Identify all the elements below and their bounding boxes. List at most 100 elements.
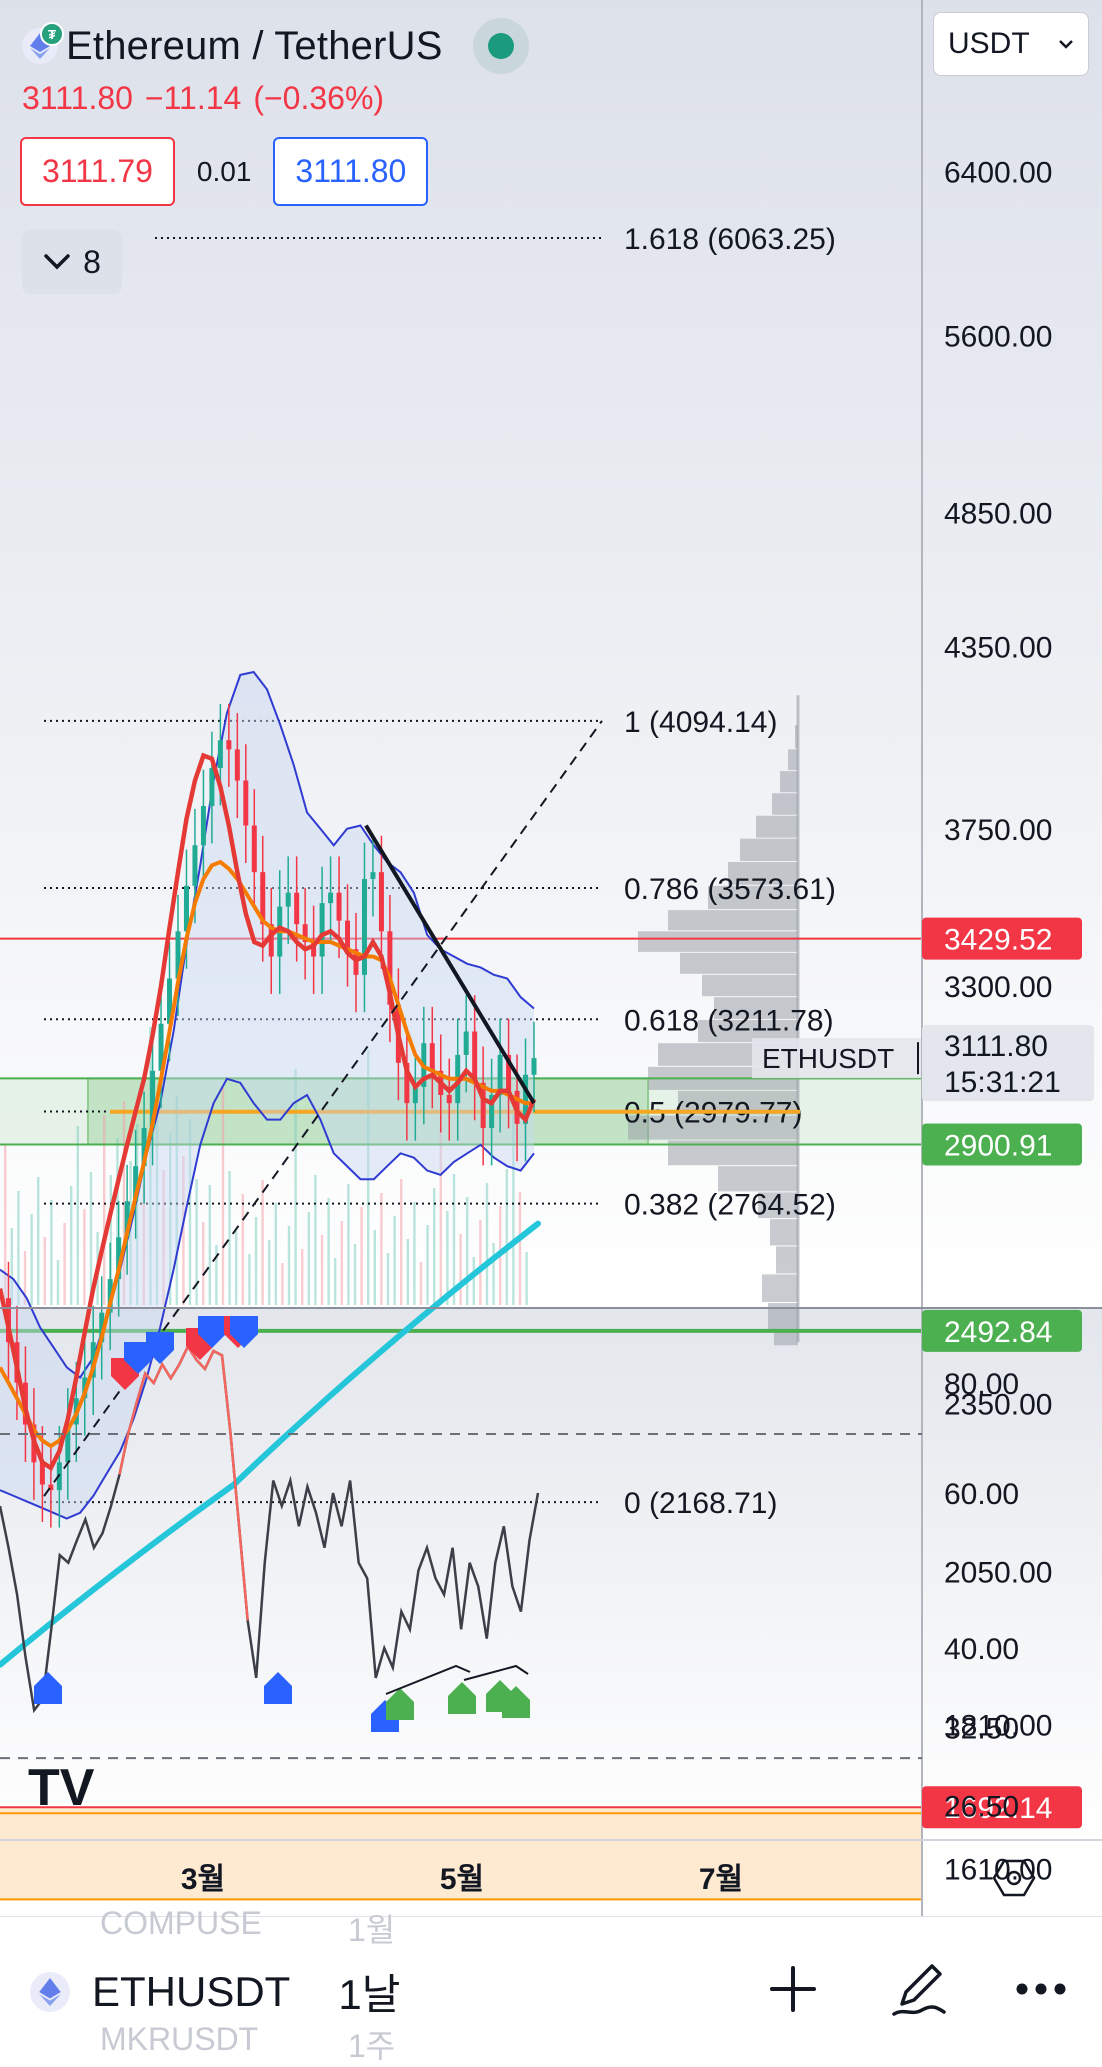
divergence-marker (386, 1688, 414, 1720)
volume-bar (525, 1252, 528, 1305)
volume-bar (37, 1177, 40, 1305)
rsi-tick-label: 60.00 (944, 1478, 1019, 1511)
rsi-pane-bg (0, 1308, 1102, 1840)
market-status-icon[interactable] (472, 18, 529, 74)
bid-ask-row: 3111.79 0.01 3111.80 (20, 137, 429, 206)
volume-bar (261, 1180, 264, 1305)
interval-selector[interactable]: 1날 (338, 1971, 401, 2018)
volume-bar (188, 1119, 192, 1305)
volume-bar (268, 1240, 271, 1305)
fib-level-label: 1 (4094.14) (624, 706, 777, 739)
volume-bar (400, 1179, 403, 1305)
add-button[interactable] (758, 1959, 828, 2019)
price-tag-label: 1692.14 (944, 1792, 1052, 1825)
hexagon-core (1006, 1870, 1022, 1886)
volume-bar (367, 1050, 370, 1305)
candle-body (523, 1074, 529, 1124)
volume-bar (307, 1212, 310, 1305)
volume-bar (439, 1128, 442, 1305)
volume-profile-bar (668, 910, 798, 931)
ma-slow-line (0, 859, 534, 1449)
symbol-selector[interactable]: ETHUSDT 1날 (30, 1961, 400, 2022)
candle-body (124, 1201, 130, 1238)
volume-bar (419, 1262, 423, 1305)
volume-bar (182, 1156, 185, 1305)
volume-bar (512, 1109, 515, 1305)
divergence-arrow (463, 1664, 529, 1681)
buy-button[interactable]: 3111.80 (273, 137, 429, 206)
volume-bar (175, 1096, 178, 1305)
volume-bar (459, 1234, 462, 1305)
volume-bar (23, 1251, 27, 1305)
tradingview-logo: TV (28, 1759, 95, 1817)
volume-bar (70, 1186, 73, 1305)
volume-bar (43, 1237, 46, 1305)
candle-body (217, 740, 223, 769)
volume-bar (466, 1197, 469, 1305)
volume-profile-bar (774, 1332, 798, 1346)
candle-body (226, 740, 232, 750)
candle-body (412, 1086, 418, 1104)
volume-bar (492, 1243, 495, 1305)
volume-bar (228, 1171, 231, 1305)
price-tag-bg (922, 1309, 1082, 1352)
volume-bar (426, 1225, 429, 1305)
price-tick-label: 4350.00 (944, 631, 1052, 664)
volume-profile-bar (780, 771, 798, 793)
currency-select[interactable]: USDT (933, 12, 1089, 76)
price-line: 3111.80 −11.14 (−0.36%) (22, 80, 396, 117)
price-tick-label: 5600.00 (944, 321, 1052, 354)
pair-title[interactable]: Ethereum / TetherUS (66, 23, 443, 68)
drawing-tools-button[interactable] (884, 1959, 954, 2019)
volume-bar (334, 1258, 337, 1305)
volume-profile-bar (762, 1274, 798, 1302)
price-tag-label: 2492.84 (944, 1316, 1052, 1349)
trendline-descending (364, 824, 536, 1105)
volume-bar (452, 1174, 456, 1305)
volume-bar (149, 1027, 152, 1305)
volume-bar (169, 1133, 172, 1305)
bottom-toolbar: COMPUSE 1월 ETHUSDT 1날 MKRUSDT 1주 (0, 1905, 1102, 2064)
volume-bar (347, 1184, 350, 1305)
volume-bar (373, 1230, 376, 1305)
candle-body (345, 920, 351, 950)
hexagon-shape (992, 1859, 1036, 1897)
volume-profile-bar (708, 885, 798, 910)
volume-profile-bar (756, 815, 798, 838)
volume-bar (76, 1126, 79, 1305)
volume-profile-bar (770, 1219, 798, 1246)
volume-profile-bar (698, 1019, 798, 1043)
candle-body (133, 1166, 139, 1202)
volume-profile-bar (702, 974, 798, 997)
candle-body (90, 1342, 96, 1378)
symbol-name[interactable]: ETHUSDT (92, 1967, 291, 2015)
rsi-tick-label: 26.50 (944, 1791, 1019, 1824)
volume-bar (380, 1193, 383, 1305)
symbol-label-bg (752, 1038, 922, 1079)
indicators-toggle-button[interactable]: 8 (22, 230, 122, 294)
candle-body (116, 1237, 122, 1280)
current-symbol-label: ETHUSDT (762, 1043, 894, 1074)
chart-settings-icon[interactable] (992, 1859, 1036, 1897)
volume-bar (241, 1194, 244, 1305)
candle-body (260, 872, 266, 925)
volume-bar (505, 1169, 508, 1305)
volume-bar (30, 1214, 33, 1305)
candle-body (183, 885, 189, 932)
fibonacci-retracement: 1.618 (6063.25) 1 (4094.14) 0.786 (3573.61… (44, 223, 836, 1520)
volume-bar (136, 1124, 139, 1305)
candle-body (446, 1094, 452, 1104)
sell-button[interactable]: 3111.79 (20, 137, 175, 206)
more-button[interactable] (1006, 1959, 1076, 2019)
volume-bar (202, 1222, 205, 1305)
volume-bar (446, 1211, 449, 1305)
volume-bar (360, 1207, 363, 1305)
candle-body (319, 903, 325, 957)
rsi-line (0, 1343, 540, 1714)
volume-profile-bar (776, 1246, 798, 1274)
fib-level-label: 1.618 (6063.25) (624, 223, 836, 256)
price-change: −11.14 (144, 80, 242, 116)
more-icon (1016, 1983, 1066, 1995)
rsi-tick-label: 40.00 (944, 1633, 1019, 1666)
